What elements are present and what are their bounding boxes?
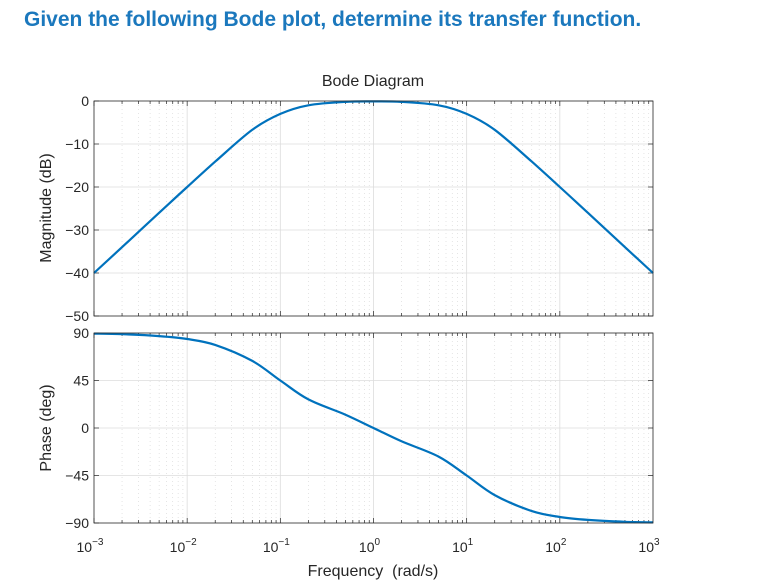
y-tick-label: −30 [65, 222, 89, 238]
x-tick-label: 103 [638, 537, 660, 555]
magnitude-plot: 0 −10 −20 −30 −40 −50 Magnitude (dB) [38, 93, 654, 324]
frequency-tick-labels: 10−3 10−2 10−1 100 101 102 103 [77, 537, 661, 555]
x-tick-label: 100 [359, 537, 381, 555]
magnitude-axes-frame [93, 100, 654, 317]
x-tick-label: 10−1 [263, 537, 290, 555]
y-tick-label: 0 [81, 420, 89, 436]
x-tick-label: 10−2 [170, 537, 197, 555]
phase-curve [93, 332, 654, 524]
x-tick-label: 101 [452, 537, 474, 555]
y-tick-label: 90 [73, 325, 89, 341]
y-tick-label: 45 [73, 373, 89, 389]
magnitude-grid [94, 101, 653, 316]
phase-ticks: 90 45 0 −45 −90 [65, 325, 653, 531]
x-tick-label: 102 [545, 537, 567, 555]
y-tick-label: −90 [65, 515, 89, 531]
y-tick-label: −45 [65, 468, 89, 484]
y-tick-label: −40 [65, 265, 89, 281]
phase-ylabel: Phase (deg) [38, 384, 55, 471]
x-tick-label: 10−3 [77, 537, 104, 555]
chart-title: Bode Diagram [322, 73, 424, 90]
y-tick-label: −50 [65, 308, 89, 324]
magnitude-ylabel: Magnitude (dB) [38, 153, 55, 262]
y-tick-label: −10 [65, 136, 89, 152]
frequency-xlabel: Frequency (rad/s) [308, 563, 439, 580]
y-tick-label: −20 [65, 179, 89, 195]
question-heading: Given the following Bode plot, determine… [24, 8, 642, 31]
y-tick-label: 0 [81, 93, 89, 109]
phase-axes-frame [93, 332, 654, 524]
